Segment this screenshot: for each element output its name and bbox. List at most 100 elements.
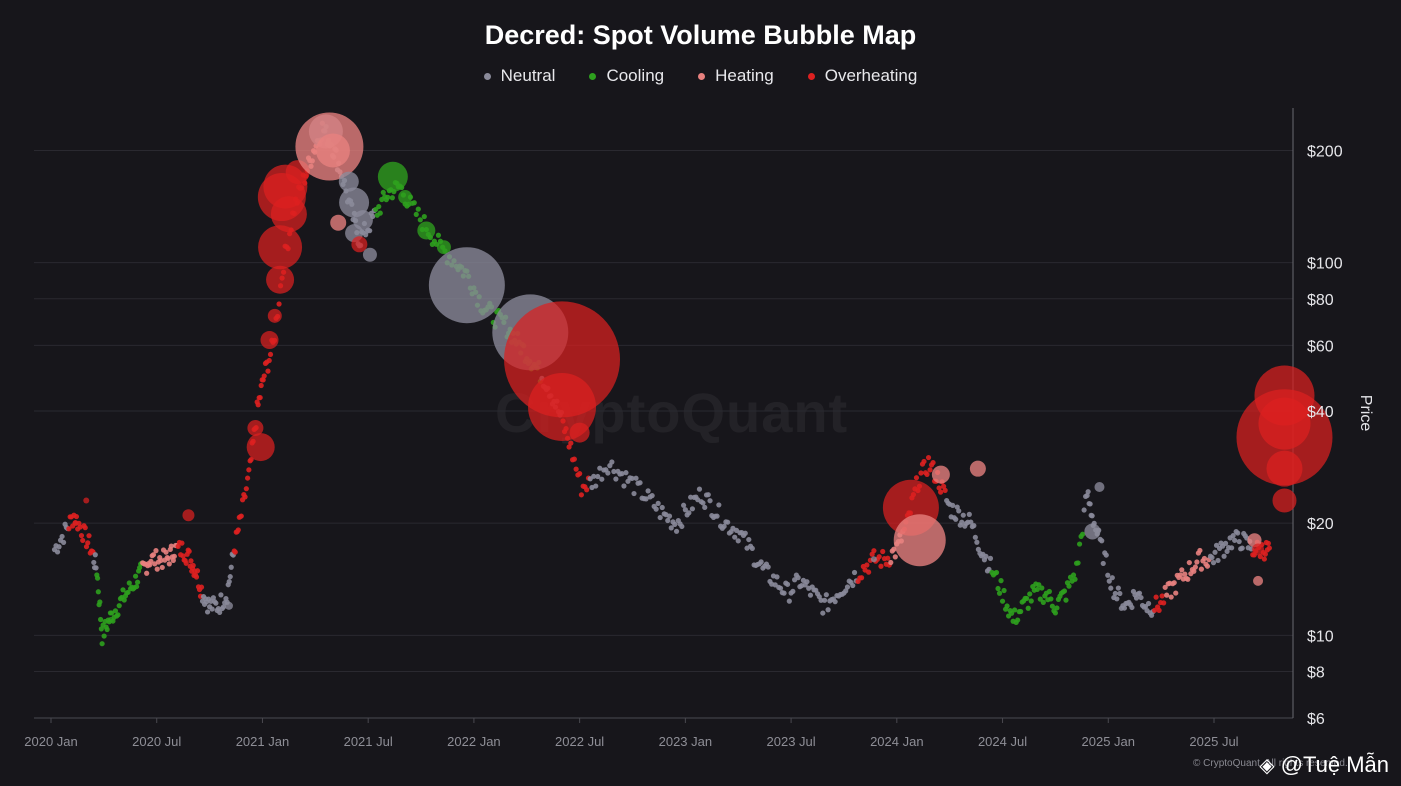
price-point (218, 592, 224, 598)
price-point (1001, 587, 1007, 594)
y-tick-label: $60 (1307, 338, 1334, 355)
price-point (668, 525, 674, 531)
volume-bubble[interactable] (247, 420, 264, 437)
price-point (673, 528, 680, 534)
volume-bubble[interactable] (436, 240, 451, 255)
price-point (1215, 557, 1221, 564)
chart-legend: Neutral Cooling Heating Overheating (0, 66, 1401, 86)
price-point (878, 563, 884, 569)
volume-bubble[interactable] (107, 616, 114, 623)
price-point (210, 595, 216, 601)
price-point (966, 511, 972, 517)
price-point (619, 471, 625, 477)
price-point (1229, 545, 1235, 551)
volume-bubble[interactable] (224, 601, 233, 610)
volume-bubble[interactable] (870, 556, 877, 563)
price-point (1018, 608, 1024, 615)
price-point (591, 473, 597, 479)
price-point (599, 476, 605, 482)
volume-bubble[interactable] (339, 187, 370, 218)
price-point (821, 597, 828, 603)
price-point (1198, 566, 1205, 572)
price-point (1221, 553, 1227, 559)
volume-bubble[interactable] (417, 221, 436, 240)
price-point (1191, 568, 1197, 574)
price-point (1012, 607, 1018, 613)
price-point (1079, 531, 1086, 537)
price-point (960, 512, 966, 518)
volume-bubble[interactable] (1272, 488, 1297, 513)
volume-bubble[interactable] (1236, 389, 1333, 486)
price-point (73, 513, 80, 520)
volume-bubble[interactable] (330, 214, 347, 231)
volume-bubble[interactable] (246, 433, 275, 462)
price-point (696, 486, 703, 492)
volume-bubble[interactable] (267, 308, 282, 323)
price-point (417, 217, 423, 223)
price-point (415, 206, 421, 212)
price-point (80, 537, 86, 544)
volume-bubble[interactable] (258, 225, 303, 270)
price-point (85, 540, 91, 546)
volume-bubble[interactable] (569, 422, 590, 443)
price-point (790, 588, 796, 594)
volume-bubble[interactable] (270, 196, 307, 233)
bubble-series (72, 112, 1333, 623)
volume-bubble[interactable] (182, 509, 195, 522)
volume-bubble[interactable] (72, 520, 79, 527)
volume-bubble[interactable] (1266, 450, 1303, 487)
volume-bubble[interactable] (1084, 523, 1101, 540)
price-point (1236, 538, 1242, 545)
volume-bubble[interactable] (428, 247, 505, 324)
price-point (820, 610, 826, 616)
price-point (584, 487, 590, 493)
price-point (385, 194, 391, 200)
price-point (1185, 576, 1191, 582)
price-point (1162, 584, 1168, 590)
price-point (1099, 538, 1105, 544)
price-point (844, 584, 851, 590)
legend-item-heating[interactable]: Heating (698, 66, 774, 86)
volume-bubble[interactable] (504, 301, 621, 418)
price-point (413, 211, 419, 218)
chart-title: Decred: Spot Volume Bubble Map (484, 20, 917, 50)
axes (34, 108, 1294, 719)
volume-bubble[interactable] (266, 265, 295, 294)
legend-dot-heating (698, 72, 706, 80)
legend-item-overheating[interactable]: Overheating (807, 66, 917, 86)
volume-bubble[interactable] (260, 331, 279, 350)
volume-bubble[interactable] (1094, 482, 1105, 493)
price-point (689, 506, 696, 512)
price-point (1024, 595, 1030, 602)
legend-item-neutral[interactable]: Neutral (483, 66, 555, 86)
y-tick-label: $8 (1307, 664, 1325, 681)
price-point (1182, 571, 1188, 577)
volume-bubble[interactable] (315, 133, 350, 168)
volume-bubble[interactable] (338, 171, 359, 192)
volume-bubble[interactable] (969, 460, 986, 477)
volume-bubble[interactable] (83, 497, 90, 504)
volume-bubble[interactable] (351, 236, 368, 253)
price-point (1105, 572, 1111, 578)
volume-bubble[interactable] (398, 190, 413, 205)
price-point (1177, 572, 1183, 578)
legend-item-cooling[interactable]: Cooling (589, 66, 664, 86)
volume-bubble[interactable] (893, 514, 946, 567)
volume-bubble[interactable] (1252, 543, 1265, 556)
price-point (112, 608, 119, 614)
y-tick-label: $6 (1307, 711, 1325, 728)
price-point (168, 543, 174, 549)
price-point (198, 584, 205, 590)
volume-bubble[interactable] (931, 465, 950, 484)
price-point (125, 589, 131, 595)
x-axis-ticks: 2020 Jan 2020 Jul 2021 Jan 2021 Jul 2022 Jan… (24, 718, 1239, 749)
volume-bubble[interactable] (377, 161, 408, 192)
volume-bubble[interactable] (362, 247, 377, 262)
volume-bubble[interactable] (1253, 575, 1264, 586)
price-point (972, 534, 978, 540)
price-point (795, 574, 801, 581)
price-point (235, 527, 241, 533)
price-point (746, 536, 752, 543)
price-point (109, 610, 115, 616)
